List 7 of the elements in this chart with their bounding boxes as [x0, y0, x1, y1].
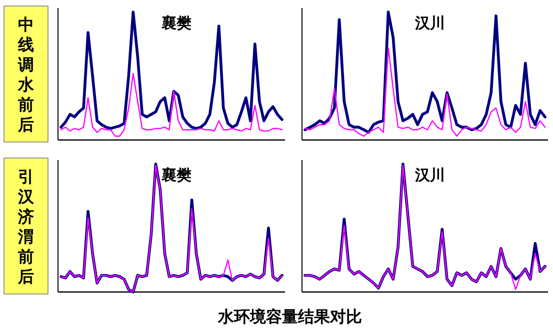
chart-title: 汉川 — [414, 166, 445, 184]
text: 中线调水前后 — [17, 15, 35, 134]
text: 引汉济渭前后 — [17, 167, 35, 286]
chart-title: 汉川 — [414, 14, 445, 32]
text: 水环境容量结果对比 — [217, 307, 362, 326]
chart-title: 襄樊 — [160, 14, 192, 32]
chart-title: 襄樊 — [160, 166, 192, 184]
